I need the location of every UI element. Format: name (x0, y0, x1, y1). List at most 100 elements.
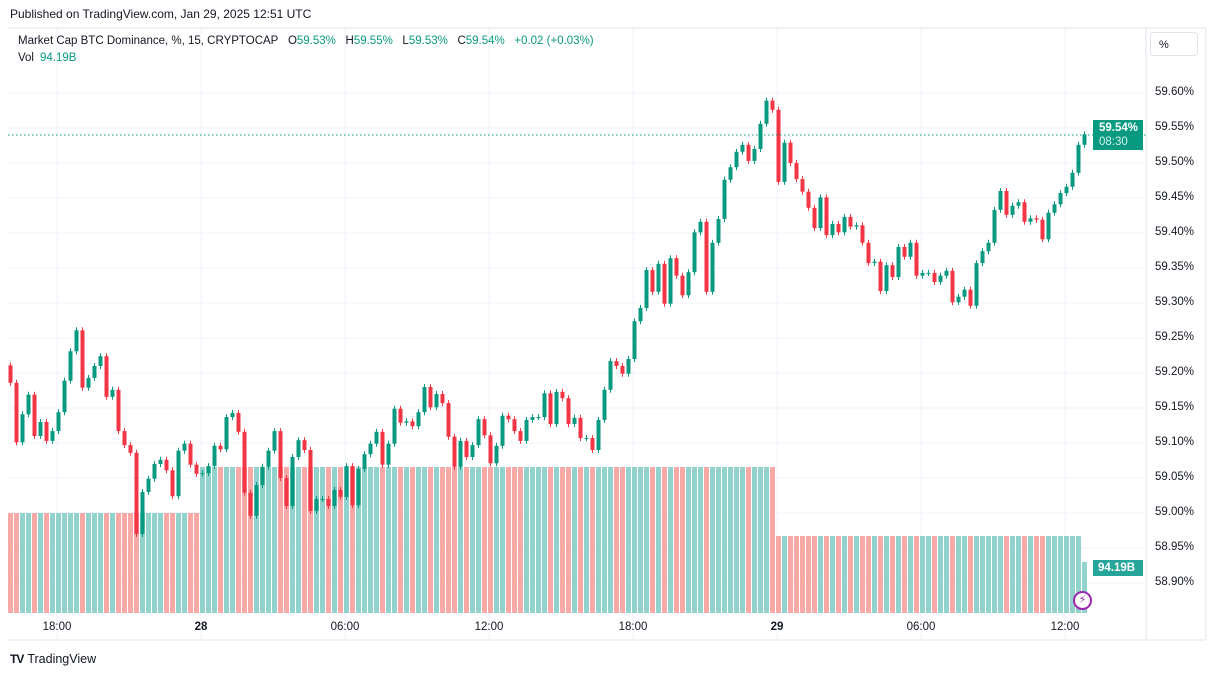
volume-bar (212, 467, 217, 613)
volume-bar (176, 512, 181, 613)
candle-body (416, 412, 421, 427)
candle-body (170, 470, 175, 497)
volume-bar (284, 467, 289, 613)
volume-bar (140, 512, 145, 613)
candle-body (302, 440, 307, 450)
volume-bar (380, 467, 385, 613)
volume-bar (512, 467, 517, 613)
footer-brand[interactable]: TV TradingView (10, 652, 96, 666)
candle-body (488, 435, 493, 464)
candle-body (38, 422, 43, 436)
candle-body (152, 464, 157, 479)
volume-bar (620, 467, 625, 613)
price-tick-label: 59.00% (1155, 506, 1195, 518)
candle-body (902, 247, 907, 257)
candle-body (278, 431, 283, 478)
volume-bar (704, 467, 709, 613)
volume-bar (632, 467, 637, 613)
volume-bar (866, 536, 871, 613)
volume-bar (320, 467, 325, 613)
candle-body (590, 438, 595, 450)
volume-bar (926, 536, 931, 613)
volume-bar (254, 467, 259, 613)
volume-bar (362, 467, 367, 613)
candle-body (26, 394, 31, 415)
candle-body (1076, 144, 1081, 173)
candles (8, 97, 1087, 537)
volume-bar (776, 536, 781, 613)
candle-body (380, 431, 385, 465)
price-tick-label: 59.35% (1155, 261, 1195, 273)
candle-body (182, 443, 187, 451)
price-tick-label: 59.45% (1155, 191, 1195, 203)
candle-body (410, 421, 415, 427)
candle-body (242, 431, 247, 493)
high-value: 59.55% (353, 35, 393, 47)
candle-body (620, 366, 625, 374)
candle-body (812, 207, 817, 229)
candle-body (62, 380, 67, 413)
candle-body (32, 394, 37, 436)
candle-body (758, 123, 763, 149)
time-tick-label: 12:00 (474, 621, 504, 633)
volume-bar (542, 467, 547, 613)
candle-body (686, 272, 691, 296)
time-tick-label: 29 (770, 621, 784, 633)
candle-body (956, 296, 961, 303)
percent-scale-button[interactable]: % (1150, 32, 1198, 56)
volume-bar (530, 467, 535, 613)
volume-bar (44, 512, 49, 613)
price-tick-label: 59.50% (1155, 156, 1195, 168)
candle-body (788, 142, 793, 163)
candle-body (476, 419, 481, 446)
volume-bar (500, 467, 505, 613)
candle-body (374, 431, 379, 444)
candle-body (806, 191, 811, 208)
candle-body (194, 464, 199, 474)
candle-body (422, 387, 427, 413)
volume-bar (716, 467, 721, 613)
candle-body (134, 452, 139, 534)
candle-body (164, 459, 169, 471)
volume-bar (986, 536, 991, 613)
volume-bar (1052, 536, 1057, 613)
close-label: C (457, 35, 466, 47)
price-tick-label: 59.55% (1155, 121, 1195, 133)
volume-bar (734, 467, 739, 613)
candle-body (158, 459, 163, 464)
candle-body (830, 223, 835, 236)
candle-body (350, 466, 355, 506)
volume-bar (74, 512, 79, 613)
candle-body (572, 417, 577, 425)
time-tick-label: 12:00 (1050, 621, 1080, 633)
last-price-label: 59.54% 08:30 (1093, 120, 1143, 150)
volume-bar (1034, 536, 1039, 613)
volume-bar (296, 467, 301, 613)
volume-bar (974, 536, 979, 613)
volume-bar (488, 467, 493, 613)
price-tick-label: 59.20% (1155, 366, 1195, 378)
volume-label[interactable]: Vol (18, 52, 34, 64)
candle-body (734, 151, 739, 168)
volume-bar (788, 536, 793, 613)
volume-bar (1046, 536, 1051, 613)
volume-bar (572, 467, 577, 613)
volume-bars (8, 467, 1087, 613)
symbol-title[interactable]: Market Cap BTC Dominance, %, 15, CRYPTOC… (18, 35, 279, 47)
candle-body (104, 356, 109, 397)
candle-body (950, 270, 955, 303)
candle-body (974, 263, 979, 306)
candle-body (128, 445, 133, 453)
volume-bar (518, 467, 523, 613)
volume-bar (770, 467, 775, 613)
candle-body (1070, 172, 1075, 187)
volume-bar (1058, 536, 1063, 613)
volume-bar (242, 467, 247, 613)
lightning-icon[interactable]: ⚡ (1073, 591, 1092, 610)
volume-bar (164, 512, 169, 613)
price-tick-label: 58.95% (1155, 541, 1195, 553)
candle-body (962, 289, 967, 297)
volume-bar (596, 467, 601, 613)
candle-body (344, 466, 349, 497)
